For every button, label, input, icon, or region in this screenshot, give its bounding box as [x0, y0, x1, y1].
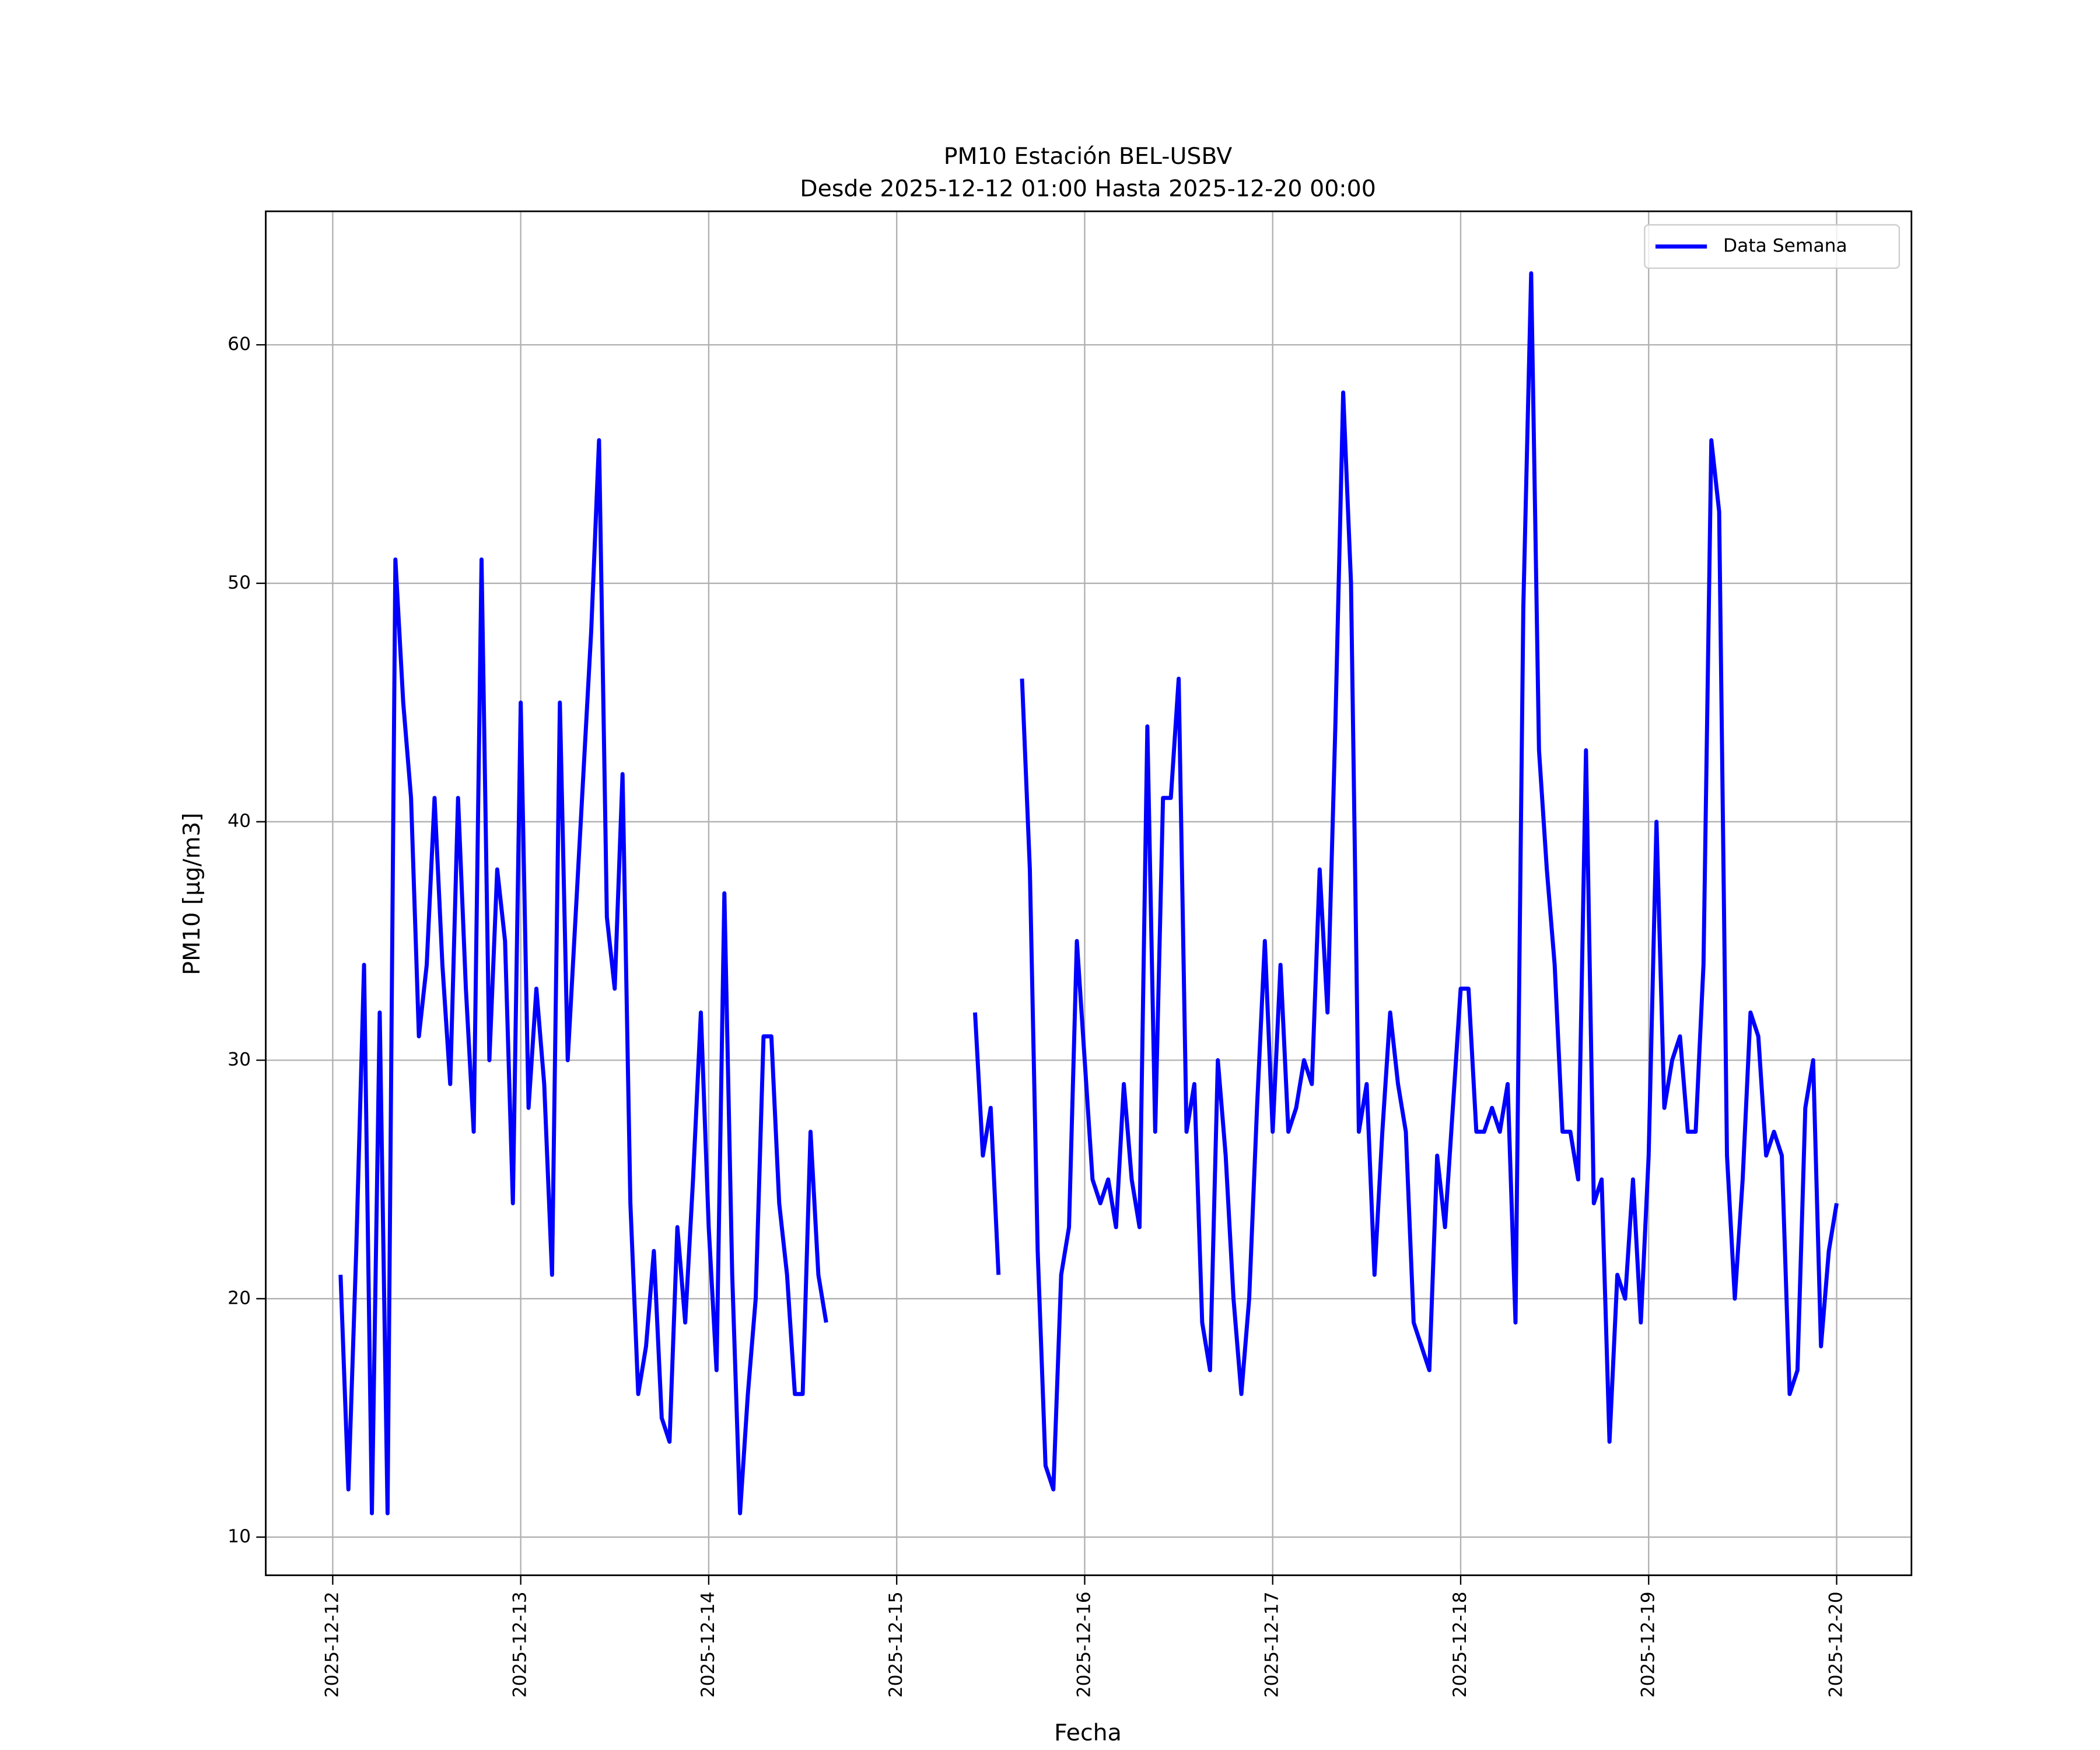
chart-title: PM10 Estación BEL-USBV	[944, 143, 1233, 170]
legend: Data Semana	[1644, 224, 1901, 269]
x-tick-label: 2025-12-18	[1450, 1591, 1471, 1698]
x-axis-label: Fecha	[1054, 1720, 1122, 1746]
chart-subtitle: Desde 2025-12-12 01:00 Hasta 2025-12-20 …	[800, 176, 1376, 202]
legend-box	[1644, 224, 1901, 269]
x-tick-label: 2025-12-20	[1826, 1591, 1847, 1698]
x-tick-label: 2025-12-16	[1073, 1591, 1094, 1698]
y-tick-label: 30	[228, 1049, 251, 1070]
x-tick-label: 2025-12-12	[321, 1591, 342, 1698]
x-tick-label: 2025-12-13	[510, 1591, 531, 1698]
y-tick-label: 50	[228, 572, 251, 593]
y-tick-label: 10	[228, 1526, 251, 1547]
legend-label: Data Semana	[1723, 236, 1847, 257]
plot-frame	[265, 210, 1913, 1576]
data-line	[338, 271, 1839, 1516]
y-tick-label: 60	[228, 334, 251, 355]
y-axis-label: PM10 [μg/m3]	[178, 813, 205, 975]
x-tick-label: 2025-12-19	[1637, 1591, 1658, 1698]
y-tick-label: 40	[228, 811, 251, 832]
x-tick-label: 2025-12-14	[698, 1591, 719, 1698]
x-tick-label: 2025-12-15	[886, 1591, 907, 1698]
y-tick-label: 20	[228, 1287, 251, 1308]
x-tick-label: 2025-12-17	[1262, 1591, 1283, 1698]
